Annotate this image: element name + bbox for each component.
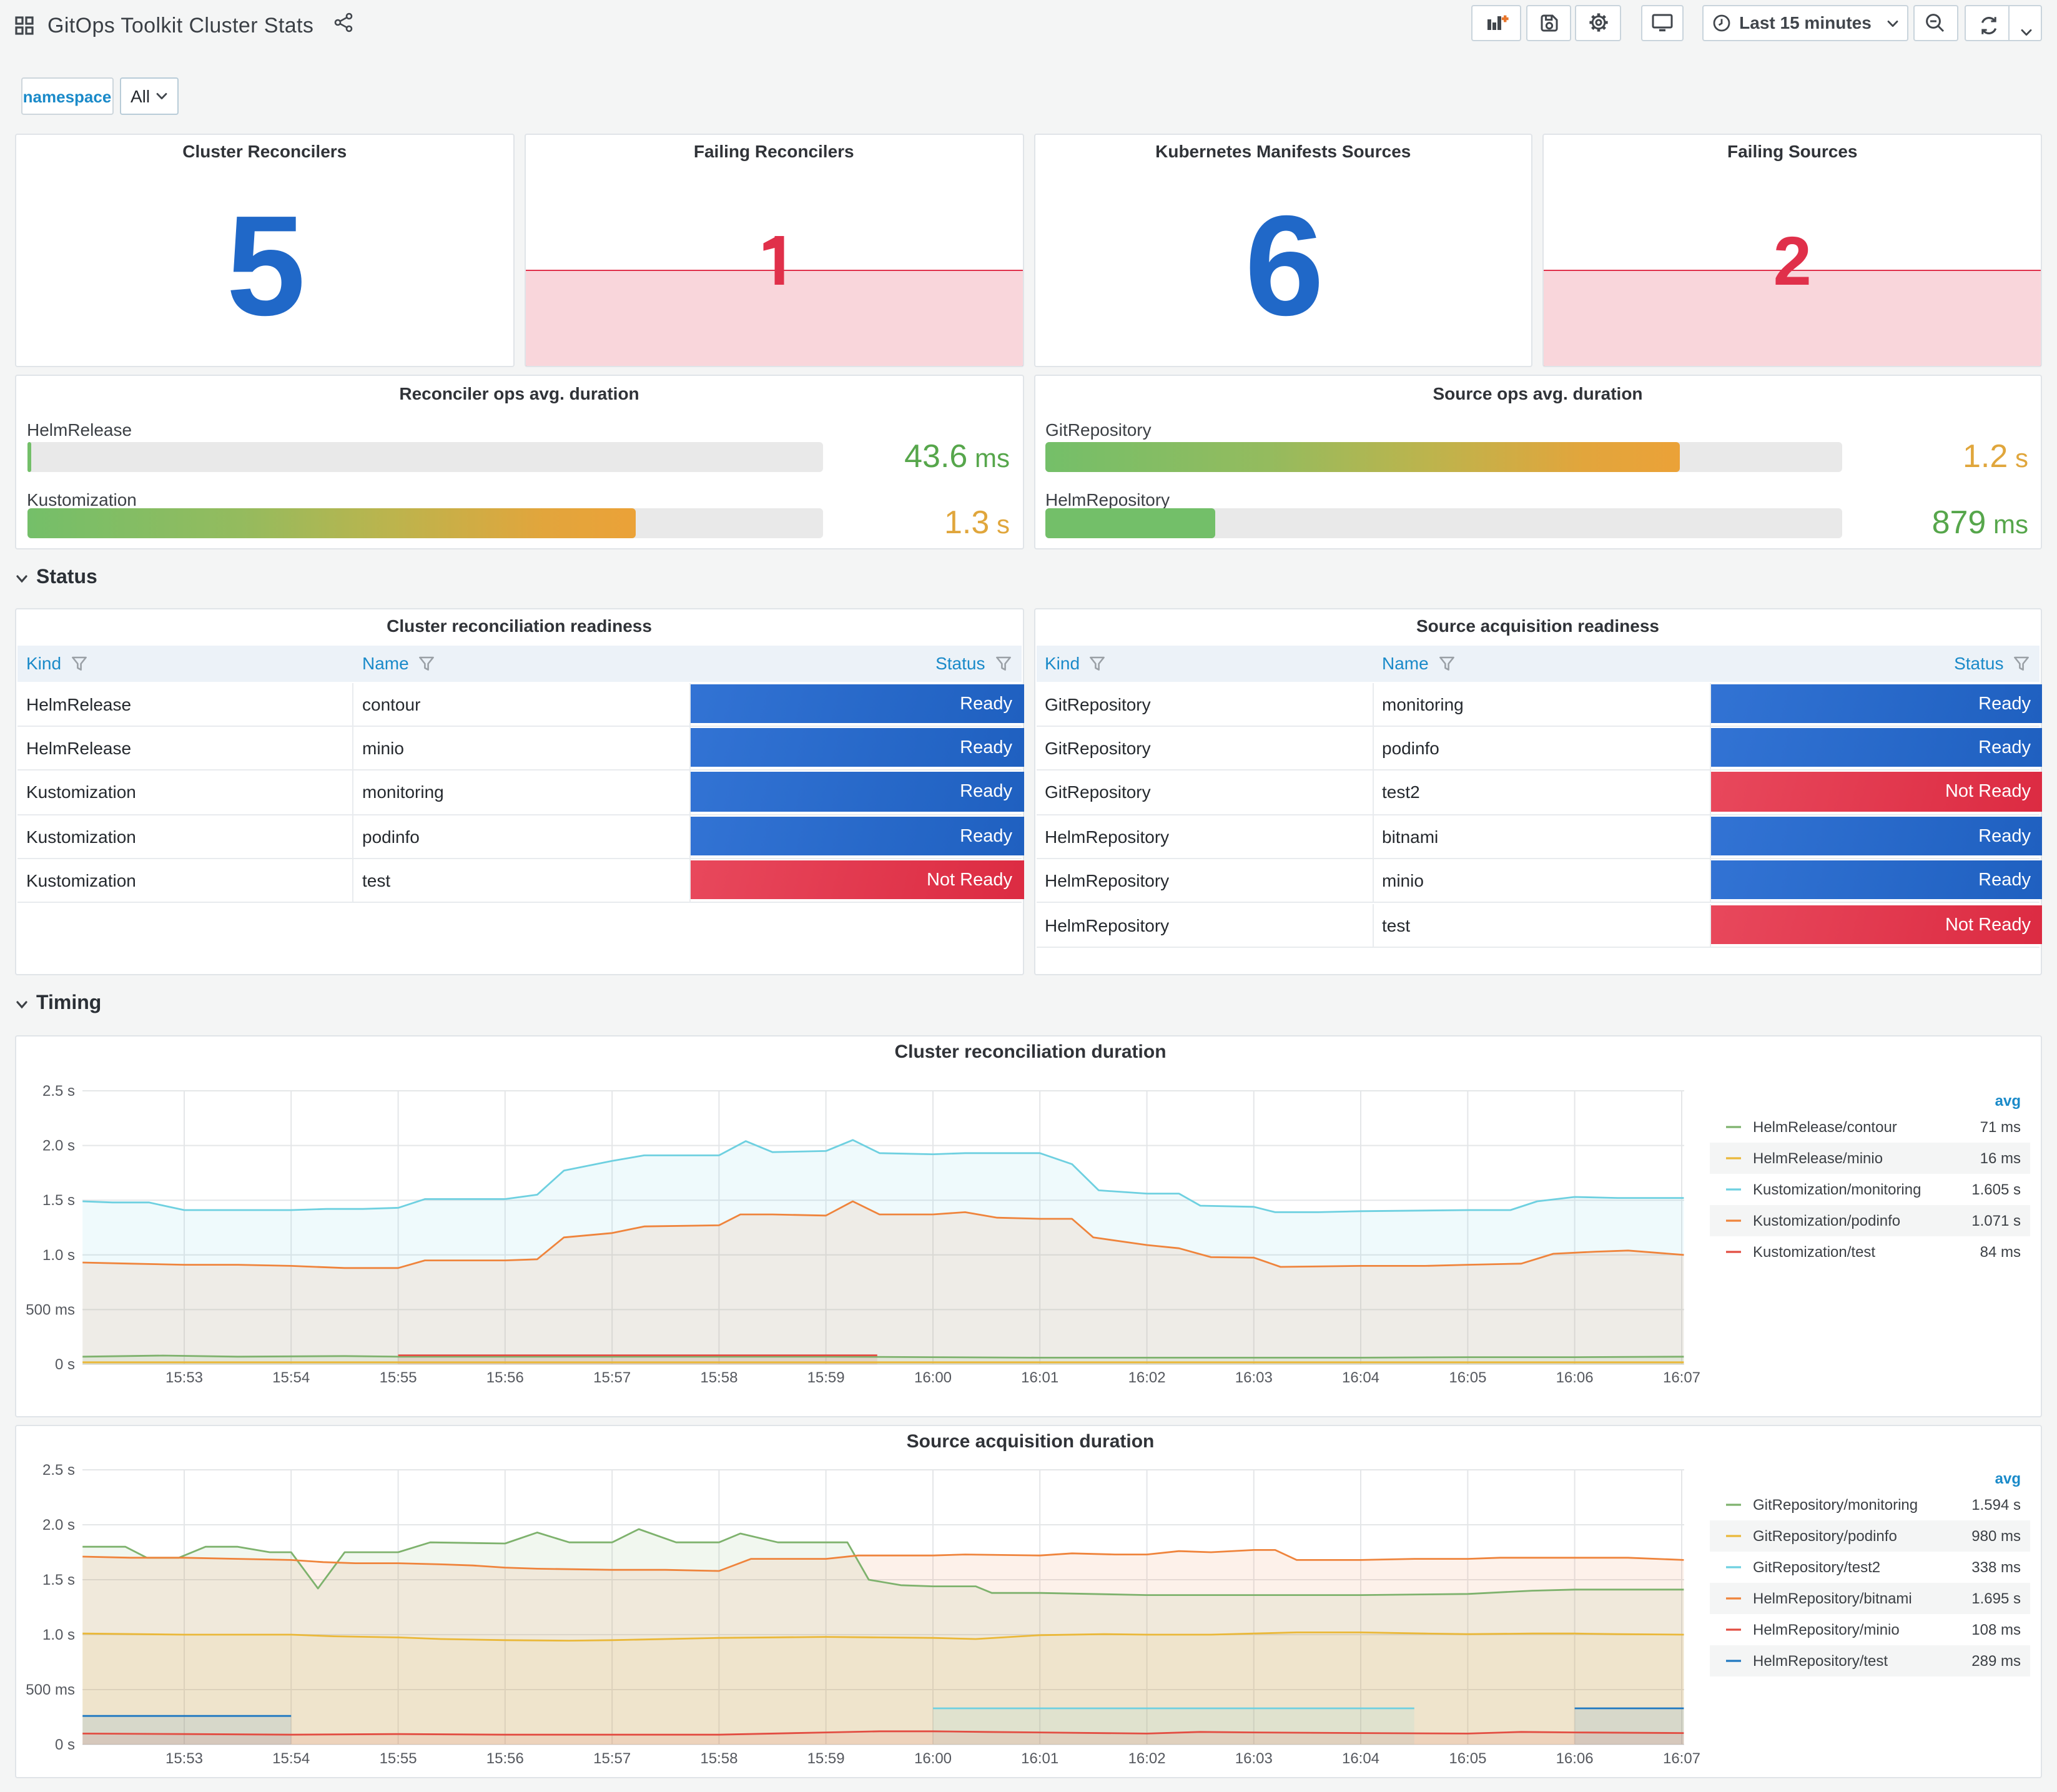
- svg-text:500 ms: 500 ms: [26, 1681, 75, 1698]
- svg-text:Kustomization/monitoring: Kustomization/monitoring: [1753, 1181, 1921, 1198]
- svg-text:1.0 s: 1.0 s: [42, 1627, 75, 1643]
- svg-text:16:02: 16:02: [1128, 1750, 1166, 1767]
- svg-text:2.5 s: 2.5 s: [42, 1462, 75, 1479]
- svg-text:GitRepository/test2: GitRepository/test2: [1753, 1559, 1880, 1576]
- svg-text:16 ms: 16 ms: [1980, 1150, 2021, 1166]
- svg-text:15:56: 15:56: [486, 1750, 524, 1767]
- svg-text:Source acquisition duration: Source acquisition duration: [907, 1431, 1155, 1452]
- svg-text:289 ms: 289 ms: [1971, 1653, 2021, 1670]
- svg-text:1.5 s: 1.5 s: [42, 1572, 75, 1588]
- svg-text:15:53: 15:53: [165, 1750, 203, 1767]
- svg-text:15:59: 15:59: [807, 1369, 845, 1386]
- svg-text:1.695 s: 1.695 s: [1971, 1590, 2021, 1607]
- svg-text:16:06: 16:06: [1556, 1369, 1594, 1386]
- svg-text:16:06: 16:06: [1556, 1750, 1594, 1767]
- svg-text:108 ms: 108 ms: [1971, 1622, 2021, 1638]
- svg-text:15:54: 15:54: [272, 1369, 310, 1386]
- svg-text:16:04: 16:04: [1342, 1750, 1379, 1767]
- svg-text:15:54: 15:54: [272, 1750, 310, 1767]
- svg-text:15:57: 15:57: [593, 1369, 631, 1386]
- svg-text:16:01: 16:01: [1021, 1750, 1058, 1767]
- svg-text:0 s: 0 s: [55, 1356, 75, 1372]
- svg-text:338 ms: 338 ms: [1971, 1559, 2021, 1576]
- svg-text:16:00: 16:00: [914, 1369, 952, 1386]
- svg-text:Cluster reconciliation duratio: Cluster reconciliation duration: [894, 1041, 1166, 1061]
- svg-text:HelmRepository/bitnami: HelmRepository/bitnami: [1753, 1590, 1912, 1607]
- svg-text:GitRepository/monitoring: GitRepository/monitoring: [1753, 1497, 1918, 1514]
- svg-text:15:55: 15:55: [380, 1369, 417, 1386]
- svg-text:1.071 s: 1.071 s: [1971, 1212, 2021, 1229]
- svg-text:500 ms: 500 ms: [26, 1301, 75, 1317]
- svg-text:avg: avg: [1995, 1470, 2021, 1487]
- svg-text:15:55: 15:55: [380, 1750, 417, 1767]
- svg-text:15:59: 15:59: [807, 1750, 845, 1767]
- svg-text:15:56: 15:56: [486, 1369, 524, 1386]
- svg-text:16:07: 16:07: [1663, 1750, 1700, 1767]
- svg-text:HelmRepository/minio: HelmRepository/minio: [1753, 1622, 1900, 1638]
- svg-text:84 ms: 84 ms: [1980, 1243, 2021, 1260]
- svg-text:avg: avg: [1995, 1092, 2021, 1109]
- svg-text:15:57: 15:57: [593, 1750, 631, 1767]
- svg-text:15:53: 15:53: [165, 1369, 203, 1386]
- svg-text:1.605 s: 1.605 s: [1971, 1181, 2021, 1198]
- svg-text:16:03: 16:03: [1235, 1750, 1273, 1767]
- svg-text:16:05: 16:05: [1449, 1750, 1486, 1767]
- svg-text:2.5 s: 2.5 s: [42, 1082, 75, 1099]
- svg-text:16:03: 16:03: [1235, 1369, 1273, 1386]
- svg-text:HelmRelease/contour: HelmRelease/contour: [1753, 1118, 1897, 1135]
- svg-text:15:58: 15:58: [700, 1750, 737, 1767]
- svg-text:Kustomization/test: Kustomization/test: [1753, 1243, 1875, 1260]
- svg-text:1.0 s: 1.0 s: [42, 1246, 75, 1263]
- svg-text:16:01: 16:01: [1021, 1369, 1058, 1386]
- svg-text:0 s: 0 s: [55, 1736, 75, 1753]
- svg-text:HelmRelease/minio: HelmRelease/minio: [1753, 1150, 1883, 1166]
- svg-text:15:58: 15:58: [700, 1369, 737, 1386]
- svg-text:16:05: 16:05: [1449, 1369, 1486, 1386]
- svg-text:HelmRepository/test: HelmRepository/test: [1753, 1653, 1888, 1670]
- svg-text:71 ms: 71 ms: [1980, 1118, 2021, 1135]
- svg-text:1.5 s: 1.5 s: [42, 1191, 75, 1208]
- svg-text:16:02: 16:02: [1128, 1369, 1166, 1386]
- svg-text:16:04: 16:04: [1342, 1369, 1379, 1386]
- svg-text:16:00: 16:00: [914, 1750, 952, 1767]
- svg-text:Kustomization/podinfo: Kustomization/podinfo: [1753, 1212, 1900, 1229]
- svg-text:2.0 s: 2.0 s: [42, 1517, 75, 1534]
- svg-text:GitRepository/podinfo: GitRepository/podinfo: [1753, 1528, 1897, 1545]
- svg-text:980 ms: 980 ms: [1971, 1528, 2021, 1545]
- svg-text:1.594 s: 1.594 s: [1971, 1497, 2021, 1514]
- svg-text:16:07: 16:07: [1663, 1369, 1700, 1386]
- svg-text:2.0 s: 2.0 s: [42, 1137, 75, 1154]
